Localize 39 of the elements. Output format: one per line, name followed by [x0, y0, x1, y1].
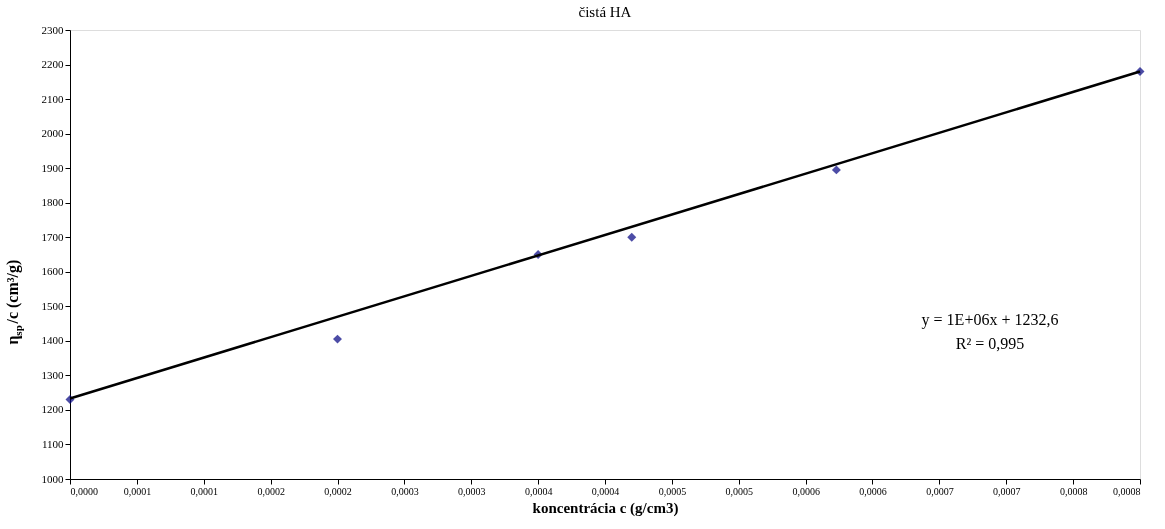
point [627, 232, 637, 242]
x-tick-label: 0,0005 [658, 485, 687, 497]
y-tick-label: 1000 [41, 472, 64, 485]
y-axis-title: ηsp/c (cm³/g) [4, 259, 24, 345]
point [333, 334, 342, 344]
y-tick-label: 1200 [41, 403, 64, 416]
x-tick-label: 0,0004 [591, 485, 620, 497]
y-tick-label: 1500 [41, 299, 64, 312]
x-tick-label: 0,0000 [70, 485, 98, 497]
chart-title: čistá HA [578, 4, 632, 20]
x-tick-label: 0,0001 [123, 485, 152, 497]
x-tick-label: 0,0003 [391, 485, 419, 497]
annotation: y = 1E+06x + 1232,6 [921, 311, 1059, 329]
x-axis-title: koncentrácia c (g/cm3) [532, 499, 679, 517]
y-tick-label: 2300 [41, 23, 64, 36]
x-tick-label: 0,0005 [725, 485, 753, 497]
y-tick-label: 1400 [41, 334, 64, 347]
y-tick-label: 2100 [41, 92, 64, 105]
y-tick-label: 1700 [41, 230, 64, 243]
y-tick-label: 1300 [41, 368, 64, 381]
x-tick-label: 0,0006 [859, 485, 887, 497]
y-tick-label: 1600 [41, 265, 64, 278]
annotation: R² = 0,995 [955, 335, 1025, 352]
x-tick-label: 0,0008 [1113, 485, 1141, 497]
x-tick-label: 0,0001 [190, 485, 218, 497]
x-tick-label: 0,0002 [257, 485, 285, 497]
x-tick-label: 0,0003 [458, 485, 486, 497]
x-tick-label: 0,0006 [792, 485, 820, 497]
y-tick-label: 1800 [41, 196, 64, 209]
x-tick-label: 0,0004 [524, 485, 553, 497]
x-tick-label: 0,0007 [926, 485, 954, 497]
y-tick-label: 2200 [41, 58, 64, 71]
y-tick-label: 1100 [41, 437, 64, 450]
point [831, 165, 841, 175]
x-tick-label: 0,0002 [324, 485, 352, 497]
x-tick-label: 0,0008 [1059, 485, 1088, 497]
x-tick-label: 0,0007 [993, 485, 1021, 497]
y-tick-label: 2000 [41, 127, 64, 140]
y-tick-label: 1900 [41, 161, 64, 174]
